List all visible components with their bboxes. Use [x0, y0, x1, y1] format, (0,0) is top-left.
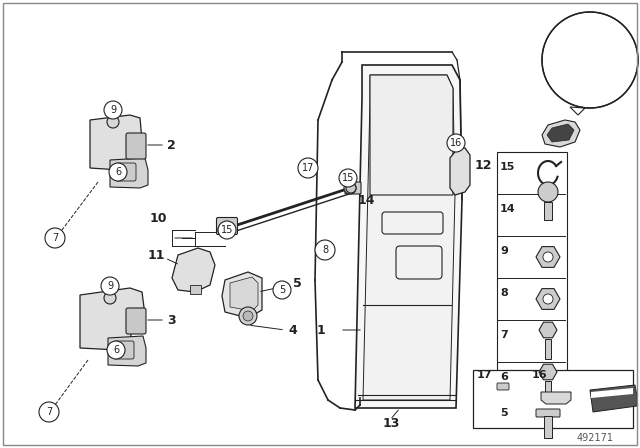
Text: 6: 6 — [500, 372, 508, 382]
Text: 15: 15 — [221, 225, 233, 235]
Text: 17: 17 — [302, 163, 314, 173]
FancyBboxPatch shape — [189, 284, 200, 293]
Polygon shape — [80, 288, 145, 350]
Text: 7: 7 — [46, 407, 52, 417]
Polygon shape — [536, 246, 560, 267]
FancyBboxPatch shape — [545, 381, 551, 401]
Circle shape — [298, 158, 318, 178]
Polygon shape — [222, 272, 262, 318]
Circle shape — [239, 307, 257, 325]
Circle shape — [243, 311, 253, 321]
Text: 3: 3 — [167, 314, 175, 327]
Text: 7: 7 — [500, 330, 508, 340]
Circle shape — [45, 228, 65, 248]
FancyBboxPatch shape — [114, 341, 134, 359]
Text: 12: 12 — [475, 159, 493, 172]
Text: 17: 17 — [477, 370, 493, 380]
Text: 11: 11 — [148, 249, 166, 262]
FancyBboxPatch shape — [345, 182, 361, 194]
Text: 8: 8 — [322, 245, 328, 255]
Polygon shape — [450, 148, 470, 195]
Text: 16: 16 — [450, 138, 462, 148]
Polygon shape — [570, 107, 585, 115]
Circle shape — [223, 222, 231, 230]
Circle shape — [107, 116, 119, 128]
Circle shape — [543, 294, 553, 304]
FancyBboxPatch shape — [216, 217, 237, 234]
Text: 7: 7 — [52, 233, 58, 243]
Text: 9: 9 — [107, 281, 113, 291]
FancyBboxPatch shape — [473, 370, 633, 428]
Circle shape — [104, 101, 122, 119]
Text: 5: 5 — [279, 285, 285, 295]
Circle shape — [543, 252, 553, 262]
Circle shape — [346, 183, 356, 193]
FancyBboxPatch shape — [116, 163, 136, 181]
Polygon shape — [539, 322, 557, 338]
Polygon shape — [539, 364, 557, 380]
FancyBboxPatch shape — [544, 416, 552, 438]
Circle shape — [315, 240, 335, 260]
Circle shape — [273, 281, 291, 299]
Circle shape — [218, 221, 236, 239]
Polygon shape — [590, 385, 637, 412]
Polygon shape — [536, 289, 560, 310]
Text: 14: 14 — [358, 194, 376, 207]
Circle shape — [101, 277, 119, 295]
Circle shape — [107, 341, 125, 359]
Text: 1: 1 — [316, 323, 325, 336]
Text: 6: 6 — [113, 345, 119, 355]
Circle shape — [104, 292, 116, 304]
Polygon shape — [547, 124, 574, 142]
Polygon shape — [591, 388, 633, 398]
Polygon shape — [363, 75, 455, 400]
Circle shape — [344, 182, 356, 194]
Circle shape — [538, 182, 558, 202]
Text: 16: 16 — [532, 370, 548, 380]
Text: 492171: 492171 — [577, 433, 614, 443]
FancyBboxPatch shape — [497, 383, 509, 390]
Polygon shape — [90, 115, 142, 170]
Text: 6: 6 — [115, 167, 121, 177]
Circle shape — [109, 163, 127, 181]
Text: 9: 9 — [500, 246, 508, 256]
Text: 14: 14 — [500, 204, 516, 214]
Text: 9: 9 — [110, 105, 116, 115]
Circle shape — [39, 402, 59, 422]
FancyBboxPatch shape — [126, 308, 146, 334]
Text: 8: 8 — [500, 288, 508, 298]
FancyBboxPatch shape — [544, 202, 552, 220]
Text: 5: 5 — [293, 276, 301, 289]
FancyBboxPatch shape — [545, 339, 551, 359]
Polygon shape — [108, 336, 146, 366]
FancyBboxPatch shape — [536, 409, 560, 417]
FancyBboxPatch shape — [126, 133, 146, 159]
Polygon shape — [172, 248, 215, 292]
Circle shape — [218, 224, 230, 236]
Text: 15: 15 — [500, 162, 515, 172]
Polygon shape — [541, 392, 571, 404]
Polygon shape — [110, 158, 148, 188]
Polygon shape — [542, 120, 580, 147]
Circle shape — [447, 134, 465, 152]
Text: 13: 13 — [383, 417, 401, 430]
Polygon shape — [355, 65, 462, 408]
Text: 4: 4 — [288, 323, 297, 336]
Text: 15: 15 — [342, 173, 354, 183]
Text: 5: 5 — [500, 408, 508, 418]
Circle shape — [542, 12, 638, 108]
Text: 10: 10 — [150, 211, 168, 224]
Text: 2: 2 — [167, 138, 176, 151]
Circle shape — [339, 169, 357, 187]
Polygon shape — [230, 277, 258, 311]
Polygon shape — [370, 75, 453, 195]
